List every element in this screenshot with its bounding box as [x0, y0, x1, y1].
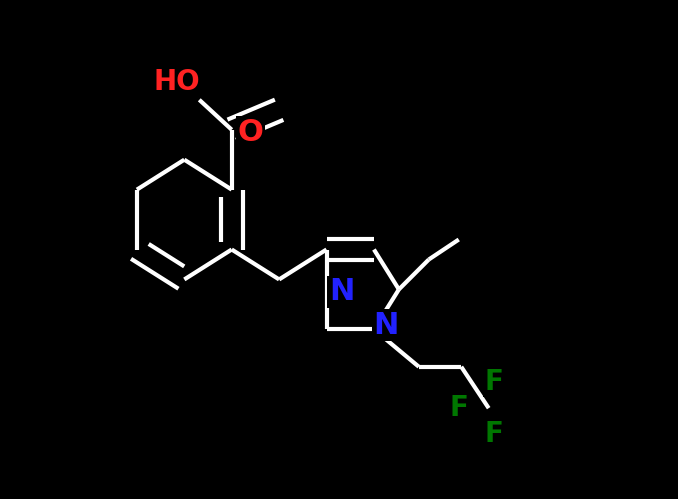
Text: O: O: [237, 118, 263, 147]
Text: HO: HO: [153, 68, 200, 96]
Text: F: F: [484, 420, 503, 448]
Text: F: F: [484, 368, 503, 396]
Text: N: N: [329, 277, 354, 306]
Text: F: F: [450, 394, 468, 422]
Text: N: N: [374, 311, 399, 340]
